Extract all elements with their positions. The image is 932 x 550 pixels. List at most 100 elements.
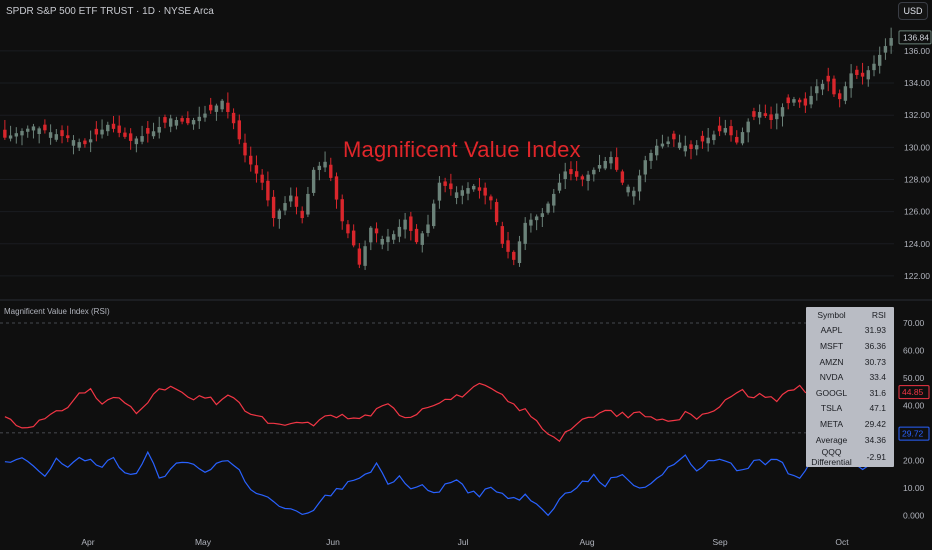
time-tick-label: Apr [81, 537, 94, 547]
table-row: Average 34.36 [806, 432, 894, 448]
candle-body [289, 195, 293, 202]
table-cell-symbol: TSLA [820, 403, 843, 414]
candle-body [763, 113, 768, 116]
candle-body [391, 234, 396, 240]
table-cell-symbol: AAPL [820, 325, 843, 336]
candle-body [37, 128, 41, 134]
candle-body [546, 203, 550, 213]
table-row: MSFT 36.36 [806, 338, 894, 354]
candle-body [780, 107, 785, 117]
last-price-label-box [898, 30, 932, 45]
candle-body [20, 130, 24, 136]
candle-body [374, 228, 379, 234]
candle-body [494, 202, 499, 223]
currency-button[interactable]: USD [898, 2, 928, 20]
rsi-series [4, 378, 892, 517]
candle-body [889, 38, 893, 46]
candle-body [586, 174, 590, 181]
candle-body [123, 132, 127, 137]
candle-body [580, 176, 585, 180]
candle-body [712, 134, 716, 141]
candle-body [329, 164, 333, 178]
candle-body [168, 118, 173, 127]
price-tick-label: 126.00 [904, 207, 930, 217]
candle-body [277, 210, 282, 219]
candle-body [637, 175, 642, 192]
rsi-axis: 0.00010.0020.0030.0040.0050.0060.0070.00… [898, 318, 930, 520]
candle-body [146, 128, 150, 134]
candle-body [769, 114, 773, 121]
candle-body [603, 161, 607, 169]
candle-body [523, 222, 527, 244]
rsi-tick-label: 10.00 [903, 483, 925, 493]
candle-body [397, 226, 402, 237]
candle-body [717, 125, 722, 132]
candle-body [14, 133, 18, 137]
candle-body [689, 144, 693, 149]
candle-body [872, 63, 876, 71]
rsi-grid [0, 322, 894, 434]
time-tick-label: Oct [835, 537, 849, 547]
candle-body [660, 143, 665, 147]
rsi-last-value-label: 44.85 [902, 387, 924, 397]
candle-body [746, 121, 750, 133]
time-tick-label: Jul [458, 537, 469, 547]
candle-body [214, 105, 219, 112]
candle-body [254, 165, 259, 174]
table-row: AMZN 30.73 [806, 354, 894, 370]
candle-body [534, 216, 539, 221]
rsi-last-value-box [898, 385, 930, 400]
candle-body [809, 95, 813, 105]
candle-body [472, 185, 476, 190]
rsi-tick-label: 20.00 [903, 455, 925, 465]
candle-body [77, 142, 81, 148]
candle-body [855, 69, 859, 76]
candle-body [477, 187, 482, 191]
candle-body [866, 70, 870, 80]
candle-body [220, 100, 224, 110]
table-header-rsi: RSI [871, 309, 886, 320]
candle-body [88, 139, 93, 143]
price-tick-label: 128.00 [904, 174, 930, 184]
rsi-pane: 0.00010.0020.0030.0040.0050.0060.0070.00… [0, 318, 930, 520]
candle-body [540, 213, 545, 217]
table-cell-rsi: 36.36 [864, 340, 886, 351]
candle-body [552, 193, 556, 206]
candle-body [151, 131, 156, 137]
candle-body [729, 126, 733, 136]
candle-body [340, 199, 344, 222]
price-axis: 122.00 124.00 126.00 128.00 130.00 132.00 134.… [898, 30, 932, 281]
candle-body [820, 83, 825, 90]
rsi-tick-label: 50.00 [903, 373, 925, 383]
table-row: NVDA 33.4 [806, 369, 894, 385]
candle-body [386, 236, 390, 243]
candle-body [437, 182, 442, 201]
candle-body [8, 135, 13, 139]
candle-body [260, 174, 264, 183]
table-row: AAPL 31.93 [806, 323, 894, 339]
candle-body [649, 152, 653, 161]
candle-body [369, 227, 373, 243]
candle-body [403, 219, 407, 230]
candle-body [60, 130, 64, 137]
candle-body [723, 128, 728, 133]
candle-body [294, 196, 299, 207]
candle-body [803, 98, 808, 106]
rsi-series-line [4, 434, 892, 517]
price-tick-label: 122.00 [904, 271, 930, 281]
time-axis: Apr May Jun Jul Aug Sep Oct [81, 537, 849, 547]
candle-body [563, 171, 567, 180]
candle-body [792, 99, 796, 103]
candle-body [757, 111, 762, 118]
candle-body [180, 118, 184, 122]
candle-body [454, 192, 459, 198]
candle-body [643, 160, 647, 175]
candle-body [878, 54, 882, 66]
candle-body [249, 155, 253, 165]
rsi-pane-label[interactable]: Magnificent Value Index (RSI) [4, 307, 110, 316]
candle-body [414, 228, 419, 243]
symbol-title: SPDR S&P 500 ETF TRUST · 1D · NYSE Arca [6, 6, 214, 17]
table-cell-symbol: GOOGL [815, 387, 848, 398]
candle-body [54, 134, 59, 140]
